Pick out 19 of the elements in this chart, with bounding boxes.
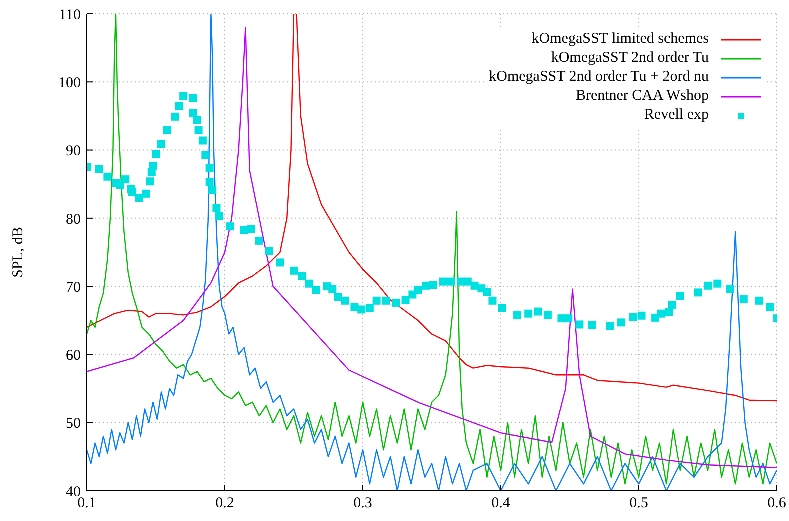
x-tick-label: 0.6 xyxy=(768,496,787,512)
legend-label: Brentner CAA Wshop xyxy=(576,87,709,106)
y-axis-title: SPL, dB xyxy=(10,227,26,278)
y-tick-label: 50 xyxy=(66,416,81,432)
x-tick-label: 0.3 xyxy=(354,496,372,512)
legend-label: Revell exp xyxy=(644,106,709,125)
y-tick-label: 80 xyxy=(66,212,81,228)
legend-label: kOmegaSST 2nd order Tu xyxy=(551,49,709,68)
x-tick-label: 0.4 xyxy=(492,496,511,512)
legend-label: kOmegaSST limited schemes xyxy=(532,30,709,49)
y-tick-label: 70 xyxy=(66,280,81,296)
x-tick-label: 0.1 xyxy=(78,496,96,512)
y-tick-label: 90 xyxy=(66,144,81,160)
x-tick-label: 0.2 xyxy=(216,496,234,512)
y-tick-label: 100 xyxy=(58,75,81,92)
y-tick-label: 60 xyxy=(66,348,81,364)
legend-label: kOmegaSST 2nd order Tu + 2ord nu xyxy=(489,68,709,87)
y-tick-label: 110 xyxy=(59,7,81,24)
x-tick-label: 0.5 xyxy=(630,496,648,512)
